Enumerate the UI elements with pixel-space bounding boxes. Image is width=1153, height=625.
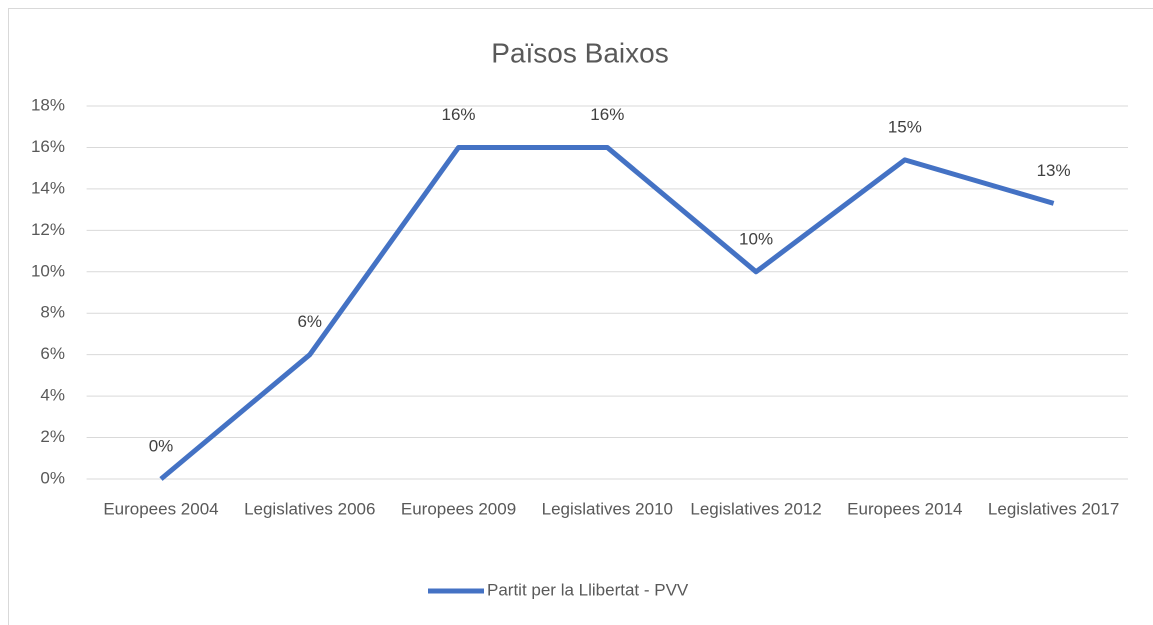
x-tick-label: Legislatives 2006: [244, 499, 375, 518]
y-tick-label: 0%: [40, 468, 65, 487]
y-tick-label: 18%: [31, 95, 65, 114]
x-tick-label: Europees 2009: [401, 499, 516, 518]
legend-label: Partit per la Llibertat - PVV: [487, 580, 689, 599]
y-tick-label: 14%: [31, 178, 65, 197]
data-line: [159, 144, 1055, 481]
y-tick-label: 16%: [31, 137, 65, 156]
chart-frame: [8, 8, 1153, 625]
x-tick-label: Legislatives 2010: [542, 499, 673, 518]
chart-title: Països Baixos: [491, 37, 668, 68]
x-tick-label: Legislatives 2012: [690, 499, 821, 518]
x-tick-label: Europees 2014: [847, 499, 962, 518]
y-tick-label: 12%: [31, 220, 65, 239]
y-tick-label: 10%: [31, 261, 65, 280]
data-label: 16%: [442, 105, 476, 124]
data-label: 6%: [297, 312, 322, 331]
y-tick-label: 8%: [40, 303, 65, 322]
y-tick-label: 2%: [40, 427, 65, 446]
data-label: 0%: [149, 436, 174, 455]
y-tick-label: 6%: [40, 344, 65, 363]
data-label: 16%: [590, 105, 624, 124]
data-label: 15%: [888, 117, 922, 136]
data-label: 10%: [739, 229, 773, 248]
x-tick-label: Europees 2004: [103, 499, 218, 518]
data-label: 13%: [1037, 161, 1071, 180]
y-tick-label: 4%: [40, 386, 65, 405]
x-tick-label: Legislatives 2017: [988, 499, 1119, 518]
